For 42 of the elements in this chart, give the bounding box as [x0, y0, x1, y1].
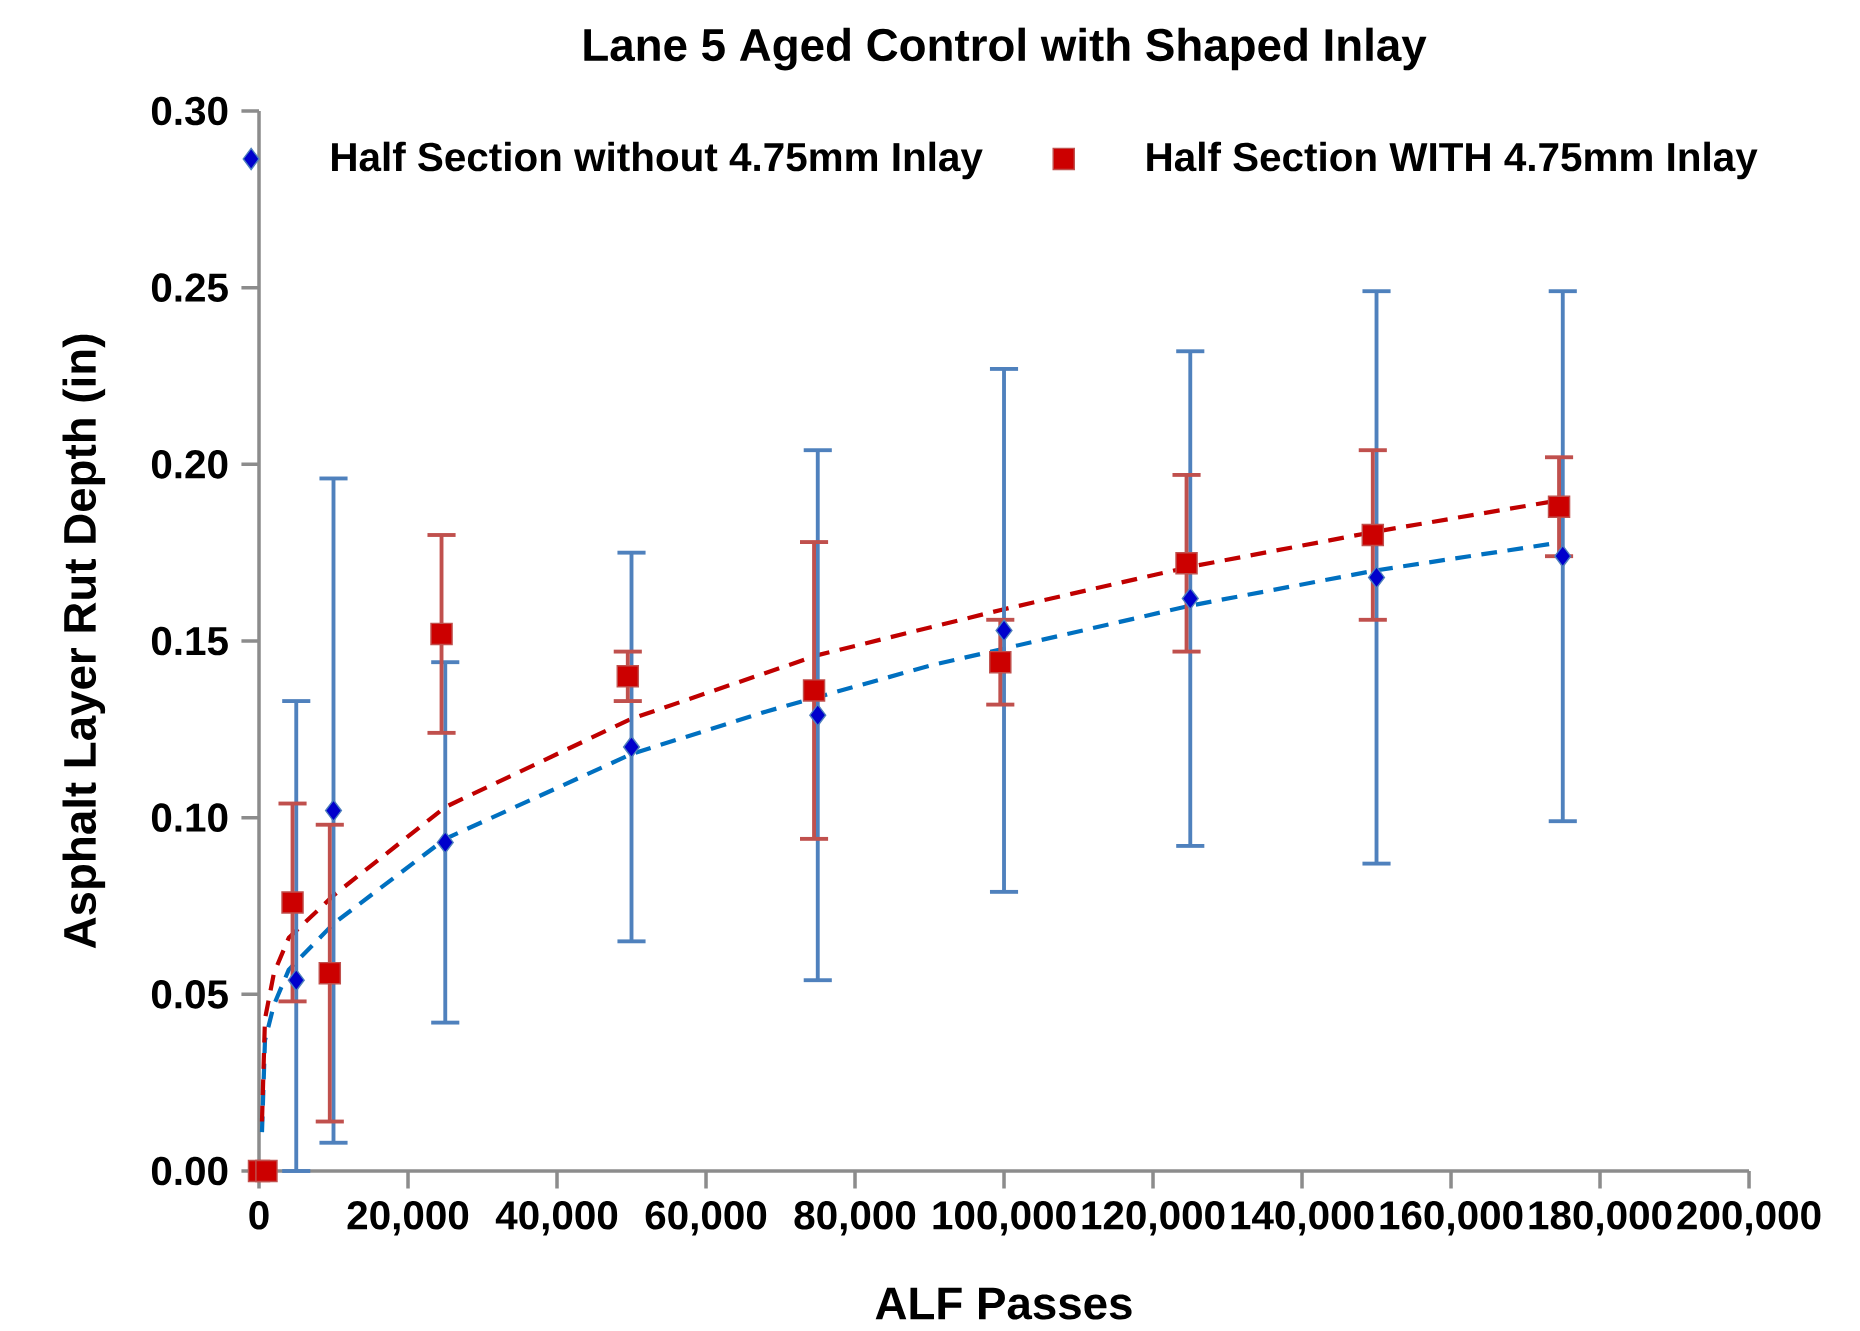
- legend-label: Half Section without 4.75mm Inlay: [332, 141, 983, 180]
- x-tick-label: 20,000: [347, 1200, 469, 1236]
- point: [616, 665, 640, 688]
- x-tick-label: 200,000: [1677, 1200, 1821, 1236]
- y-tick-label: 0.25: [151, 273, 228, 302]
- point: [255, 1159, 278, 1183]
- point: [1367, 566, 1386, 589]
- x-tick-label: 80,000: [794, 1200, 916, 1236]
- point: [318, 961, 342, 985]
- y-tick-label: 0.00: [151, 1156, 228, 1186]
- point: [1181, 587, 1199, 610]
- point: [989, 650, 1012, 674]
- point: [1361, 523, 1385, 547]
- point: [809, 703, 827, 727]
- point: [802, 679, 826, 702]
- x-tick-label: 60,000: [645, 1200, 767, 1236]
- point: [1554, 544, 1572, 568]
- x-tick-label: 40,000: [495, 1200, 618, 1236]
- x-tick-label: 120,000: [1082, 1200, 1225, 1236]
- point: [436, 831, 454, 854]
- x-tick-label: 100,000: [933, 1200, 1076, 1236]
- x-tick-label: 160,000: [1380, 1200, 1523, 1236]
- chart-title: Lane 5 Aged Control with Shaped Inlay: [584, 27, 1427, 71]
- point: [430, 622, 453, 646]
- y-axis-title: Asphalt Layer Rut Depth (in): [62, 334, 106, 949]
- point: [281, 891, 304, 914]
- x-tick-label: 0: [249, 1200, 269, 1230]
- point: [995, 619, 1013, 642]
- y-tick-label: 0.30: [151, 96, 228, 126]
- y-tick-label: 0.20: [151, 450, 228, 479]
- y-tick-label: 0.05: [151, 980, 228, 1009]
- x-tick-label: 140,000: [1231, 1200, 1374, 1236]
- x-axis-title: ALF Passes: [875, 1287, 1132, 1320]
- point: [324, 799, 343, 822]
- point: [1547, 495, 1571, 518]
- point: [622, 735, 641, 759]
- point: [1175, 552, 1198, 575]
- y-tick-label: 0.15: [151, 626, 228, 656]
- point: [287, 968, 305, 992]
- x-tick-label: 180,000: [1529, 1200, 1672, 1236]
- legend-label: Half Section WITH 4.75mm Inlay: [1147, 141, 1758, 180]
- y-tick-label: 0.10: [151, 803, 228, 832]
